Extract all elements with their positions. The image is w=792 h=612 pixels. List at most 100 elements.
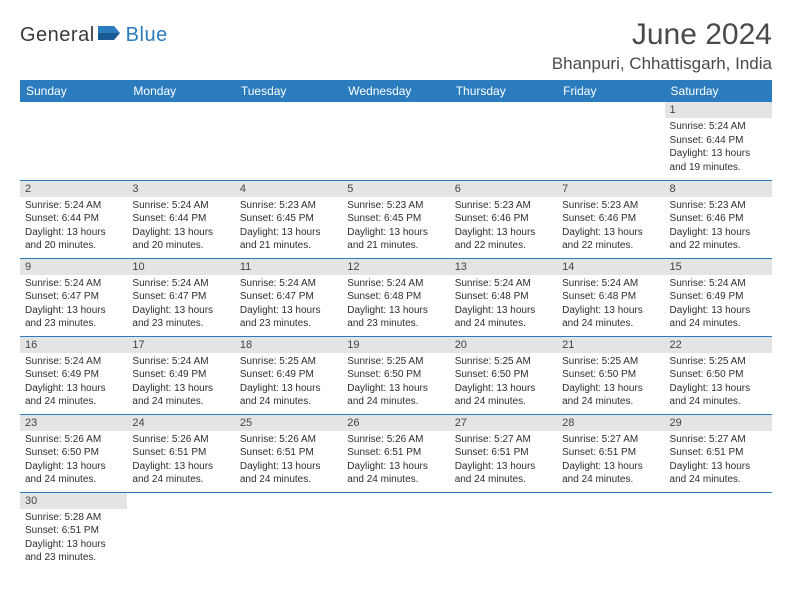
day-number: 13 xyxy=(450,259,557,275)
daylight-line2: and 24 minutes. xyxy=(347,395,444,409)
calendar-cell: 1Sunrise: 5:24 AMSunset: 6:44 PMDaylight… xyxy=(665,102,772,180)
daylight-line1: Daylight: 13 hours xyxy=(132,460,229,474)
calendar-cell xyxy=(235,492,342,570)
daylight-line1: Daylight: 13 hours xyxy=(25,538,122,552)
sunrise: Sunrise: 5:25 AM xyxy=(455,355,552,369)
calendar-cell xyxy=(342,102,449,180)
day-number: 28 xyxy=(557,415,664,431)
day-number: 20 xyxy=(450,337,557,353)
daylight-line2: and 23 minutes. xyxy=(132,317,229,331)
sunrise: Sunrise: 5:26 AM xyxy=(240,433,337,447)
sunset: Sunset: 6:51 PM xyxy=(455,446,552,460)
calendar-row: 2Sunrise: 5:24 AMSunset: 6:44 PMDaylight… xyxy=(20,180,772,258)
header: General Blue June 2024 Bhanpuri, Chhatti… xyxy=(20,18,772,74)
day-detail: Sunrise: 5:24 AMSunset: 6:47 PMDaylight:… xyxy=(127,275,234,333)
sunset: Sunset: 6:44 PM xyxy=(25,212,122,226)
day-detail: Sunrise: 5:24 AMSunset: 6:47 PMDaylight:… xyxy=(235,275,342,333)
title-block: June 2024 Bhanpuri, Chhattisgarh, India xyxy=(552,18,772,74)
daylight-line1: Daylight: 13 hours xyxy=(240,460,337,474)
sunset: Sunset: 6:50 PM xyxy=(347,368,444,382)
calendar-cell: 24Sunrise: 5:26 AMSunset: 6:51 PMDayligh… xyxy=(127,414,234,492)
daylight-line1: Daylight: 13 hours xyxy=(25,226,122,240)
month-title: June 2024 xyxy=(552,18,772,52)
daylight-line1: Daylight: 13 hours xyxy=(347,460,444,474)
day-number: 18 xyxy=(235,337,342,353)
daylight-line1: Daylight: 13 hours xyxy=(240,304,337,318)
day-number: 8 xyxy=(665,181,772,197)
calendar-cell xyxy=(665,492,772,570)
sunset: Sunset: 6:50 PM xyxy=(562,368,659,382)
daylight-line2: and 20 minutes. xyxy=(25,239,122,253)
calendar-cell: 12Sunrise: 5:24 AMSunset: 6:48 PMDayligh… xyxy=(342,258,449,336)
day-detail: Sunrise: 5:25 AMSunset: 6:49 PMDaylight:… xyxy=(235,353,342,411)
sunset: Sunset: 6:51 PM xyxy=(25,524,122,538)
daylight-line2: and 23 minutes. xyxy=(347,317,444,331)
day-number: 21 xyxy=(557,337,664,353)
day-detail: Sunrise: 5:26 AMSunset: 6:51 PMDaylight:… xyxy=(342,431,449,489)
daylight-line2: and 24 minutes. xyxy=(562,317,659,331)
sunrise: Sunrise: 5:23 AM xyxy=(455,199,552,213)
daylight-line1: Daylight: 13 hours xyxy=(455,460,552,474)
calendar-cell: 5Sunrise: 5:23 AMSunset: 6:45 PMDaylight… xyxy=(342,180,449,258)
weekday-tuesday: Tuesday xyxy=(235,80,342,102)
sunset: Sunset: 6:51 PM xyxy=(132,446,229,460)
weekday-wednesday: Wednesday xyxy=(342,80,449,102)
daylight-line2: and 24 minutes. xyxy=(670,473,767,487)
calendar-row: 16Sunrise: 5:24 AMSunset: 6:49 PMDayligh… xyxy=(20,336,772,414)
sunrise: Sunrise: 5:25 AM xyxy=(562,355,659,369)
calendar-cell xyxy=(20,102,127,180)
day-detail: Sunrise: 5:25 AMSunset: 6:50 PMDaylight:… xyxy=(665,353,772,411)
daylight-line1: Daylight: 13 hours xyxy=(132,226,229,240)
weekday-saturday: Saturday xyxy=(665,80,772,102)
sunset: Sunset: 6:48 PM xyxy=(347,290,444,304)
daylight-line1: Daylight: 13 hours xyxy=(132,304,229,318)
sunset: Sunset: 6:50 PM xyxy=(670,368,767,382)
sunset: Sunset: 6:46 PM xyxy=(670,212,767,226)
sunset: Sunset: 6:49 PM xyxy=(25,368,122,382)
calendar-cell: 10Sunrise: 5:24 AMSunset: 6:47 PMDayligh… xyxy=(127,258,234,336)
calendar-row: 9Sunrise: 5:24 AMSunset: 6:47 PMDaylight… xyxy=(20,258,772,336)
sunrise: Sunrise: 5:26 AM xyxy=(347,433,444,447)
day-number: 4 xyxy=(235,181,342,197)
day-detail: Sunrise: 5:27 AMSunset: 6:51 PMDaylight:… xyxy=(450,431,557,489)
daylight-line1: Daylight: 13 hours xyxy=(347,226,444,240)
daylight-line2: and 21 minutes. xyxy=(240,239,337,253)
daylight-line1: Daylight: 13 hours xyxy=(562,460,659,474)
day-detail: Sunrise: 5:24 AMSunset: 6:49 PMDaylight:… xyxy=(127,353,234,411)
calendar-cell: 15Sunrise: 5:24 AMSunset: 6:49 PMDayligh… xyxy=(665,258,772,336)
calendar-cell xyxy=(450,492,557,570)
day-number: 15 xyxy=(665,259,772,275)
day-detail: Sunrise: 5:26 AMSunset: 6:51 PMDaylight:… xyxy=(127,431,234,489)
daylight-line1: Daylight: 13 hours xyxy=(670,226,767,240)
daylight-line2: and 24 minutes. xyxy=(455,395,552,409)
daylight-line2: and 19 minutes. xyxy=(670,161,767,175)
calendar-row: 23Sunrise: 5:26 AMSunset: 6:50 PMDayligh… xyxy=(20,414,772,492)
day-number: 14 xyxy=(557,259,664,275)
calendar-cell: 8Sunrise: 5:23 AMSunset: 6:46 PMDaylight… xyxy=(665,180,772,258)
daylight-line2: and 22 minutes. xyxy=(455,239,552,253)
sunrise: Sunrise: 5:28 AM xyxy=(25,511,122,525)
sunrise: Sunrise: 5:24 AM xyxy=(347,277,444,291)
day-detail: Sunrise: 5:23 AMSunset: 6:45 PMDaylight:… xyxy=(235,197,342,255)
calendar-cell xyxy=(127,492,234,570)
daylight-line1: Daylight: 13 hours xyxy=(670,460,767,474)
calendar-cell xyxy=(127,102,234,180)
day-detail: Sunrise: 5:23 AMSunset: 6:46 PMDaylight:… xyxy=(665,197,772,255)
day-number: 6 xyxy=(450,181,557,197)
sunset: Sunset: 6:46 PM xyxy=(455,212,552,226)
day-number: 27 xyxy=(450,415,557,431)
sunrise: Sunrise: 5:27 AM xyxy=(562,433,659,447)
day-number: 26 xyxy=(342,415,449,431)
sunset: Sunset: 6:51 PM xyxy=(240,446,337,460)
daylight-line2: and 23 minutes. xyxy=(25,551,122,565)
location: Bhanpuri, Chhattisgarh, India xyxy=(552,54,772,74)
sunrise: Sunrise: 5:24 AM xyxy=(25,199,122,213)
day-detail: Sunrise: 5:25 AMSunset: 6:50 PMDaylight:… xyxy=(342,353,449,411)
calendar-cell xyxy=(450,102,557,180)
daylight-line2: and 24 minutes. xyxy=(25,395,122,409)
calendar-cell xyxy=(557,492,664,570)
day-number: 22 xyxy=(665,337,772,353)
calendar-cell: 18Sunrise: 5:25 AMSunset: 6:49 PMDayligh… xyxy=(235,336,342,414)
day-detail: Sunrise: 5:24 AMSunset: 6:48 PMDaylight:… xyxy=(450,275,557,333)
day-number: 10 xyxy=(127,259,234,275)
